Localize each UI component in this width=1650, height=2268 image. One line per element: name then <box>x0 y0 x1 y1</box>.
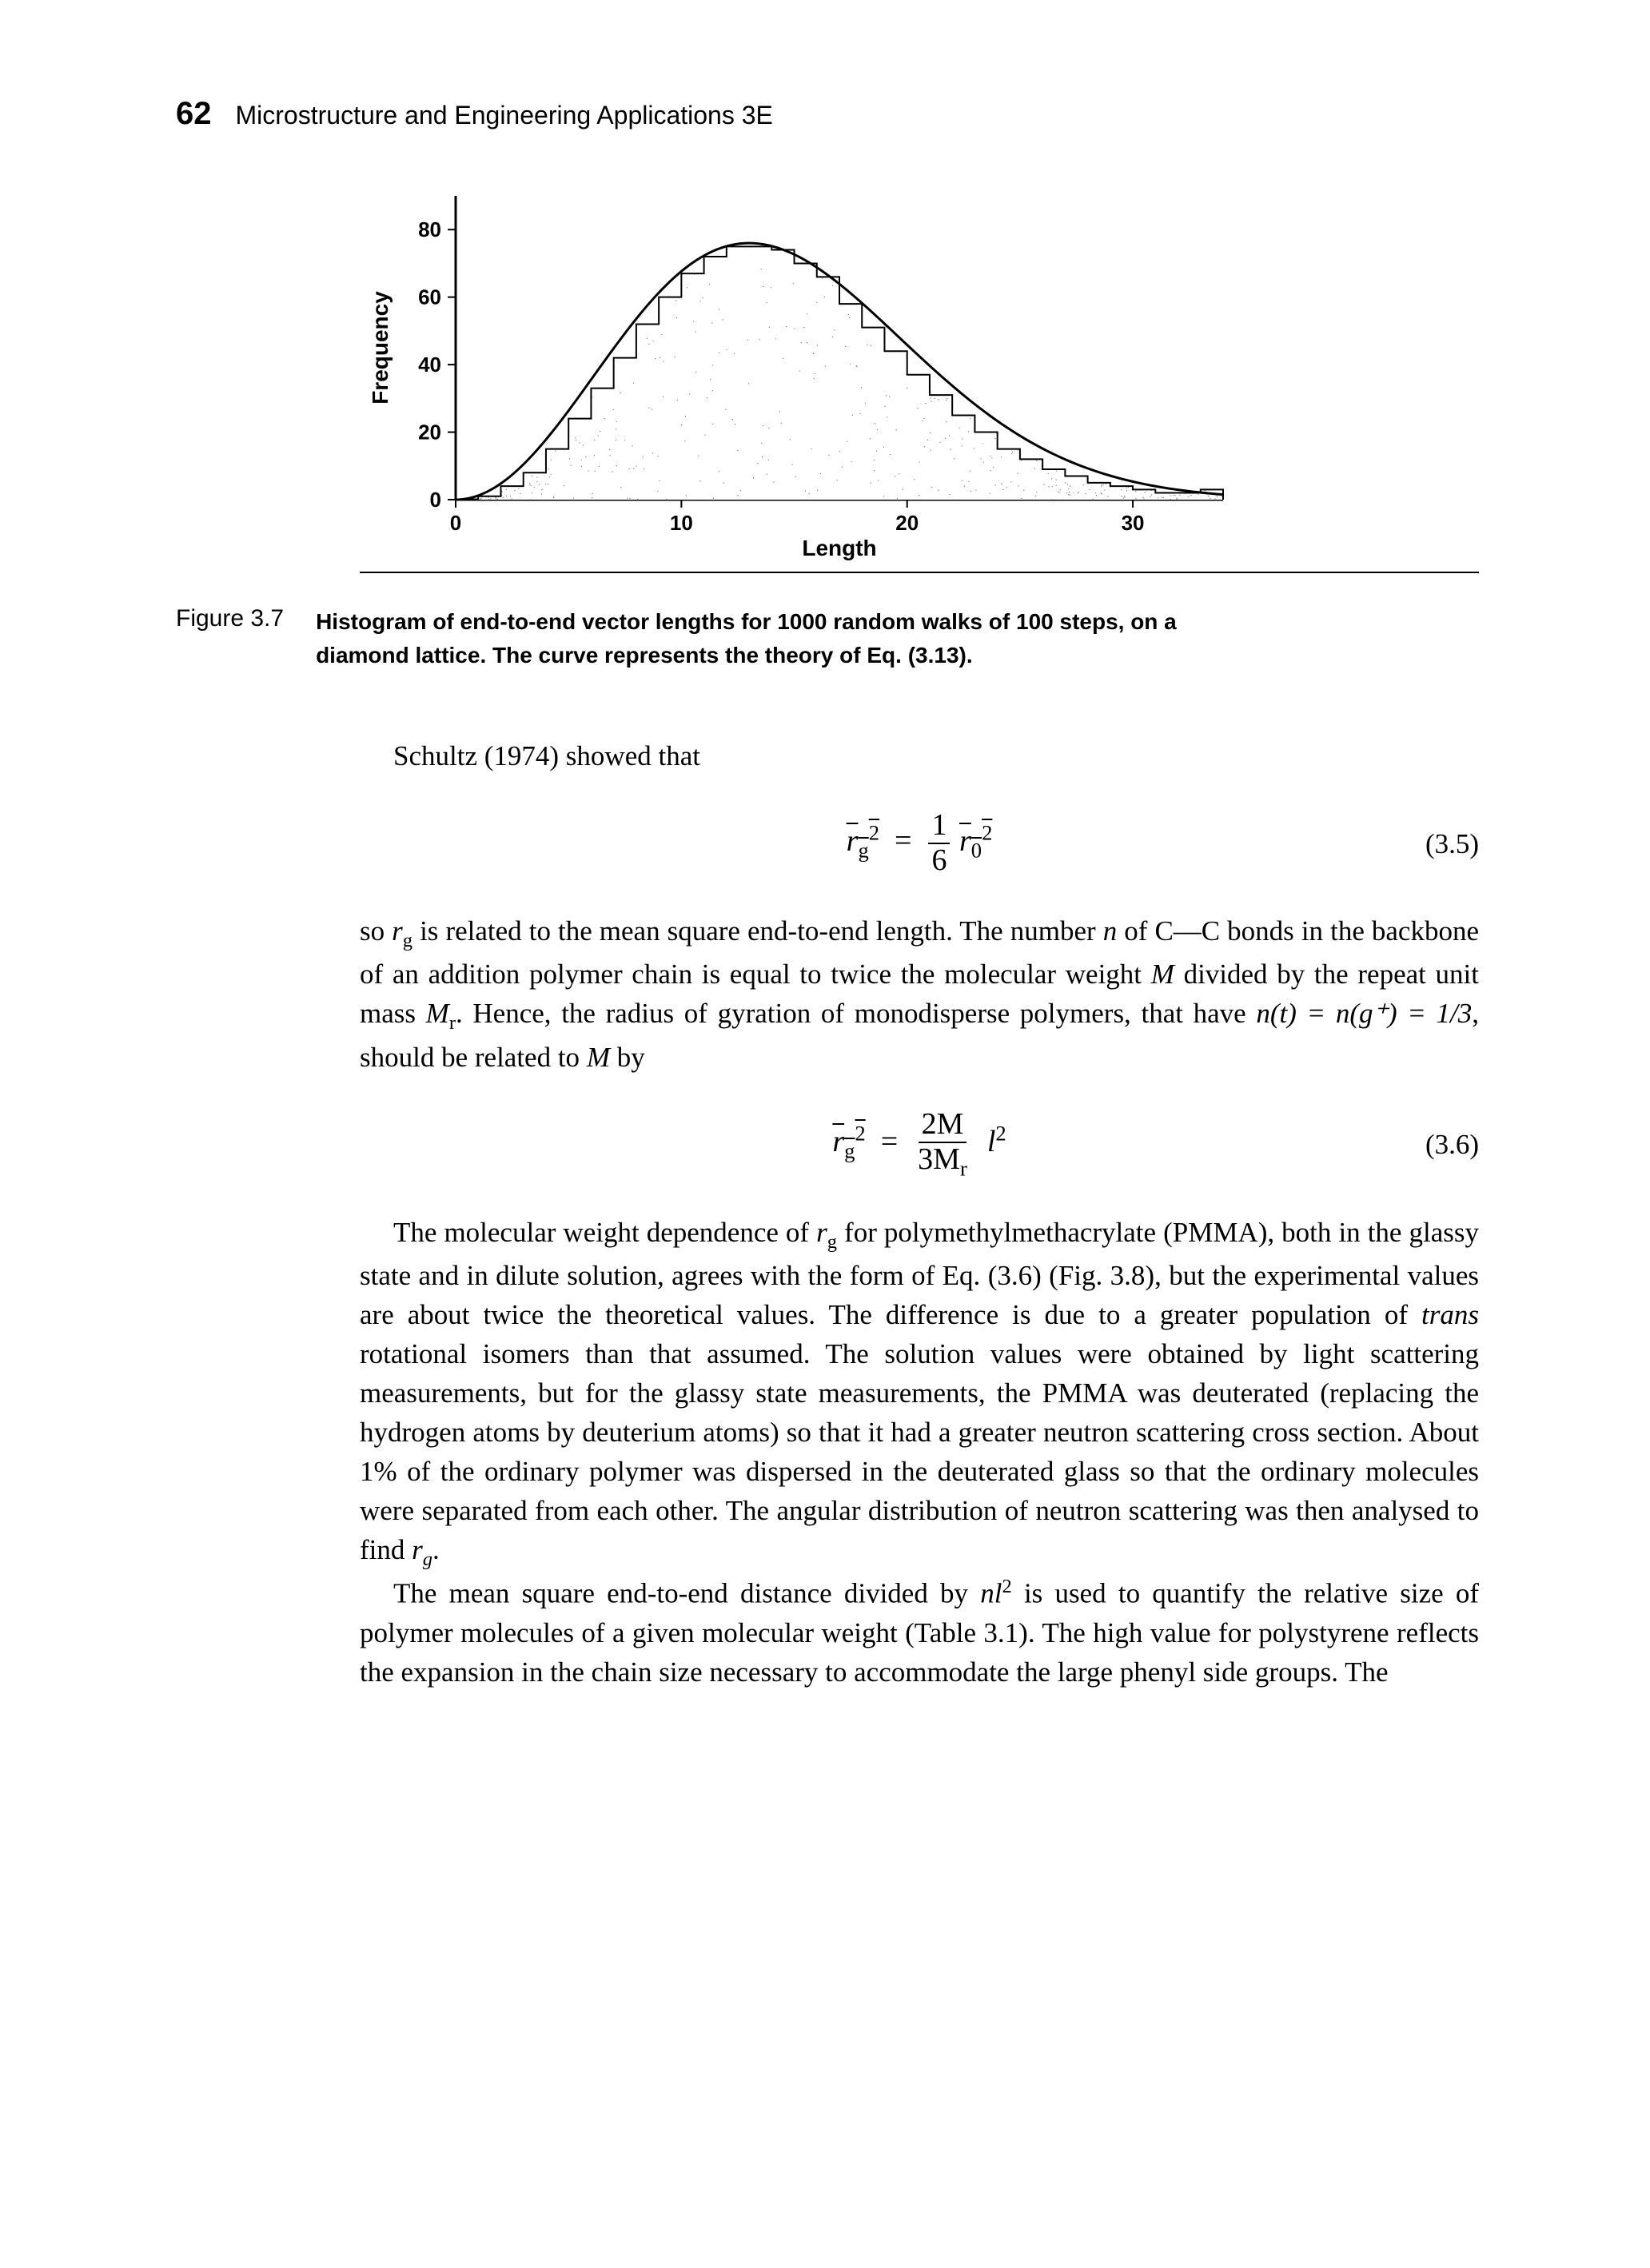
svg-text:30: 30 <box>1122 511 1145 535</box>
figure-caption: Figure 3.7 Histogram of end-to-end vecto… <box>176 605 1506 672</box>
page-number: 62 <box>176 96 212 132</box>
eq-3-6-expr: rg2 = 2M 3Mr l2 <box>832 1108 1006 1181</box>
svg-text:0: 0 <box>450 511 461 535</box>
eq-3-5-expr: rg2 = 1 6 r02 <box>847 809 993 878</box>
svg-text:Length: Length <box>802 536 876 560</box>
svg-text:80: 80 <box>418 217 441 241</box>
svg-text:10: 10 <box>670 511 693 535</box>
svg-text:20: 20 <box>418 421 441 444</box>
para-4: The mean square end-to-end distance divi… <box>360 1573 1479 1692</box>
para-2: so rg is related to the mean square end-… <box>360 911 1479 1077</box>
para-3: The molecular weight dependence of rg fo… <box>360 1213 1479 1574</box>
figure-rule <box>360 572 1479 573</box>
svg-text:40: 40 <box>418 353 441 377</box>
svg-text:60: 60 <box>418 285 441 309</box>
svg-text:Frequency: Frequency <box>368 291 393 405</box>
header-title: Microstructure and Engineering Applicati… <box>236 101 773 130</box>
svg-text:0: 0 <box>430 488 441 512</box>
figure-caption-text: Histogram of end-to-end vector lengths f… <box>316 605 1275 672</box>
equation-3-6: rg2 = 2M 3Mr l2 (3.6) <box>360 1109 1479 1181</box>
histogram-chart: 0 10 20 30 0 20 40 60 80 Length Frequency <box>360 180 1239 564</box>
page-header: 62 Microstructure and Engineering Applic… <box>176 96 1506 132</box>
para-1-text: Schultz (1974) showed that <box>393 740 700 771</box>
body-text: Schultz (1974) showed that rg2 = 1 6 r02… <box>360 736 1479 1692</box>
figure-block: 0 10 20 30 0 20 40 60 80 Length Frequency <box>360 180 1506 573</box>
figure-label: Figure 3.7 <box>176 605 284 632</box>
svg-text:20: 20 <box>895 511 919 535</box>
para-1: Schultz (1974) showed that <box>360 736 1479 775</box>
eq-3-6-number: (3.6) <box>1425 1125 1479 1164</box>
eq-3-5-number: (3.5) <box>1425 824 1479 863</box>
chart-svg: 0 10 20 30 0 20 40 60 80 Length Frequency <box>360 180 1239 564</box>
equation-3-5: rg2 = 1 6 r02 (3.5) <box>360 807 1479 879</box>
